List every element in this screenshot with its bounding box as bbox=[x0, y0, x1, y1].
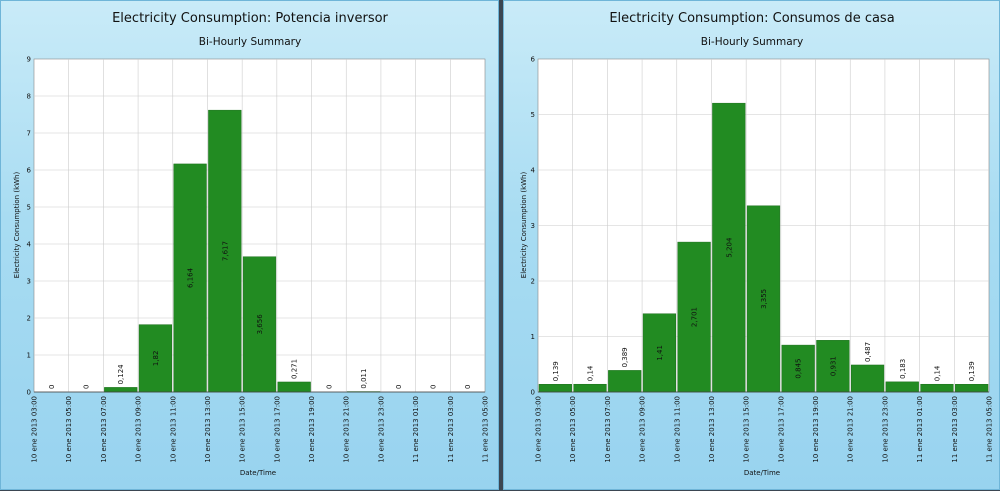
y-tick-label: 7 bbox=[27, 130, 31, 138]
y-tick-label: 8 bbox=[27, 93, 31, 101]
bar-value-label: 0,271 bbox=[291, 359, 299, 379]
y-tick-label: 4 bbox=[27, 241, 32, 249]
bar-value-label: 0 bbox=[83, 385, 91, 389]
bar-value-label: 5,204 bbox=[725, 237, 733, 258]
y-tick-label: 3 bbox=[531, 222, 535, 230]
x-tick-label: 10 ene 2013 11:00 bbox=[673, 396, 681, 463]
bar bbox=[921, 384, 954, 392]
chart-title: Electricity Consumption: Potencia invers… bbox=[112, 11, 388, 26]
bar-value-label: 0 bbox=[464, 385, 472, 389]
bar-value-label: 0,139 bbox=[552, 361, 560, 381]
bar-value-label: 0,845 bbox=[795, 359, 803, 379]
x-tick-label: 10 ene 2013 05:00 bbox=[65, 396, 73, 463]
y-tick-label: 0 bbox=[531, 389, 535, 397]
x-tick-label: 11 ene 2013 03:00 bbox=[447, 396, 455, 463]
y-tick-label: 4 bbox=[531, 167, 536, 175]
x-tick-label: 10 ene 2013 21:00 bbox=[847, 396, 855, 463]
y-tick-label: 0 bbox=[27, 389, 31, 397]
y-tick-label: 2 bbox=[27, 315, 31, 323]
bar bbox=[886, 382, 919, 392]
x-tick-label: 10 ene 2013 07:00 bbox=[100, 396, 108, 463]
house-consumption-chart: Electricity Consumption: Consumos de cas… bbox=[504, 1, 1000, 491]
y-tick-label: 2 bbox=[531, 278, 535, 286]
y-tick-label: 5 bbox=[27, 204, 31, 212]
bar-value-label: 0,14 bbox=[933, 365, 941, 381]
bar bbox=[539, 384, 572, 392]
x-tick-label: 10 ene 2013 03:00 bbox=[535, 396, 543, 463]
x-tick-label: 11 ene 2013 01:00 bbox=[412, 396, 420, 463]
x-tick-label: 11 ene 2013 03:00 bbox=[951, 396, 959, 463]
x-tick-label: 10 ene 2013 07:00 bbox=[604, 396, 612, 463]
bar-value-label: 3,355 bbox=[760, 289, 768, 309]
x-tick-label: 10 ene 2013 09:00 bbox=[135, 396, 143, 463]
bar-value-label: 0,124 bbox=[117, 364, 125, 385]
chart-subtitle: Bi-Hourly Summary bbox=[701, 36, 803, 48]
y-tick-label: 6 bbox=[27, 167, 32, 175]
bar-value-label: 2,701 bbox=[691, 307, 699, 327]
x-tick-label: 10 ene 2013 05:00 bbox=[569, 396, 577, 463]
y-axis-label: Electricity Consumption (kWh) bbox=[13, 172, 21, 279]
chart-subtitle: Bi-Hourly Summary bbox=[199, 36, 301, 48]
bar-value-label: 3,656 bbox=[256, 314, 264, 335]
x-tick-label: 10 ene 2013 19:00 bbox=[812, 396, 820, 463]
bar-value-label: 6,164 bbox=[187, 267, 195, 288]
x-tick-label: 10 ene 2013 11:00 bbox=[169, 396, 177, 463]
x-tick-label: 10 ene 2013 21:00 bbox=[343, 396, 351, 463]
bar bbox=[608, 370, 641, 392]
y-tick-label: 9 bbox=[27, 56, 31, 64]
inverter-consumption-chart: Electricity Consumption: Potencia invers… bbox=[1, 1, 500, 491]
plot-area bbox=[538, 59, 989, 392]
y-tick-label: 5 bbox=[531, 111, 535, 119]
bar-value-label: 0,487 bbox=[864, 342, 872, 362]
bar-value-label: 0 bbox=[48, 385, 56, 389]
x-tick-label: 10 ene 2013 19:00 bbox=[308, 396, 316, 463]
chart-panel-inverter: Electricity Consumption: Potencia invers… bbox=[0, 0, 499, 490]
bar-value-label: 1,41 bbox=[656, 345, 664, 361]
y-tick-label: 1 bbox=[531, 333, 535, 341]
bar-value-label: 0,183 bbox=[899, 359, 907, 379]
plot-area bbox=[34, 59, 485, 392]
bar bbox=[574, 384, 607, 392]
bar-value-label: 0 bbox=[325, 385, 333, 389]
x-tick-label: 10 ene 2013 03:00 bbox=[31, 396, 39, 463]
x-tick-label: 10 ene 2013 13:00 bbox=[204, 396, 212, 463]
bar bbox=[104, 387, 137, 392]
y-tick-label: 6 bbox=[531, 56, 536, 64]
bar-value-label: 1,82 bbox=[152, 351, 160, 367]
bar bbox=[955, 384, 988, 392]
bar-value-label: 0 bbox=[395, 385, 403, 389]
bar bbox=[851, 365, 884, 392]
x-tick-label: 11 ene 2013 05:00 bbox=[986, 396, 994, 463]
x-tick-label: 10 ene 2013 23:00 bbox=[881, 396, 889, 463]
bar-value-label: 0,139 bbox=[968, 361, 976, 381]
x-tick-label: 10 ene 2013 17:00 bbox=[273, 396, 281, 463]
bar bbox=[278, 382, 311, 392]
y-tick-label: 1 bbox=[27, 352, 31, 360]
bar-value-label: 0,011 bbox=[360, 369, 368, 389]
y-axis-label: Electricity Consumption (kWh) bbox=[520, 172, 528, 279]
bar-value-label: 7,617 bbox=[221, 241, 229, 261]
bar-value-label: 0,389 bbox=[621, 347, 629, 367]
x-axis-label: Date/Time bbox=[744, 469, 780, 477]
bar-value-label: 0,14 bbox=[587, 365, 595, 381]
x-tick-label: 11 ene 2013 01:00 bbox=[916, 396, 924, 463]
x-tick-label: 10 ene 2013 13:00 bbox=[708, 396, 716, 463]
chart-panel-house: Electricity Consumption: Consumos de cas… bbox=[503, 0, 1000, 490]
chart-title: Electricity Consumption: Consumos de cas… bbox=[609, 11, 894, 26]
y-tick-label: 3 bbox=[27, 278, 31, 286]
x-tick-label: 10 ene 2013 09:00 bbox=[639, 396, 647, 463]
bar-value-label: 0,931 bbox=[829, 356, 837, 376]
bar-value-label: 0 bbox=[429, 385, 437, 389]
x-tick-label: 11 ene 2013 05:00 bbox=[482, 396, 490, 463]
x-tick-label: 10 ene 2013 17:00 bbox=[777, 396, 785, 463]
x-tick-label: 10 ene 2013 15:00 bbox=[743, 396, 751, 463]
x-axis-label: Date/Time bbox=[240, 469, 276, 477]
x-tick-label: 10 ene 2013 15:00 bbox=[239, 396, 247, 463]
x-tick-label: 10 ene 2013 23:00 bbox=[377, 396, 385, 463]
